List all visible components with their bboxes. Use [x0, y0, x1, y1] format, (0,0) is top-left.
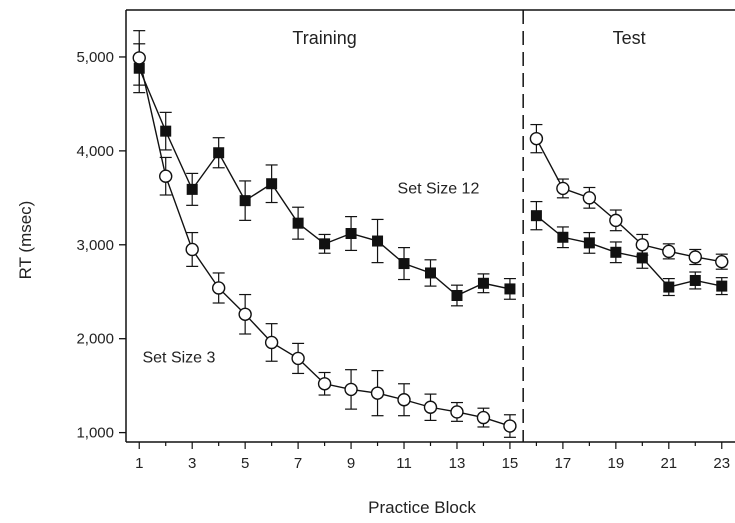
data-point-circle — [211, 281, 226, 295]
data-point-square — [636, 252, 648, 264]
series-group — [132, 30, 729, 438]
x-tick-label: 21 — [660, 455, 677, 472]
data-point-square — [716, 280, 728, 292]
data-point-square — [689, 274, 701, 286]
x-tick-label: 15 — [502, 455, 519, 472]
y-tick-label: 4,000 — [76, 143, 114, 160]
data-point-circle — [529, 131, 544, 146]
phase-label: Training — [292, 28, 356, 48]
data-point-circle — [582, 191, 597, 205]
data-point-circle — [159, 169, 173, 183]
x-tick-label: 13 — [449, 455, 466, 472]
data-point-square — [557, 231, 569, 243]
data-point-circle — [715, 254, 729, 269]
data-point-circle — [635, 238, 650, 252]
series-group — [133, 43, 728, 307]
x-tick-label: 3 — [188, 455, 196, 472]
data-point-square — [319, 238, 331, 250]
data-point-square — [477, 277, 489, 289]
data-point-circle — [450, 405, 464, 419]
data-point-circle — [317, 377, 332, 391]
data-point-circle — [423, 400, 438, 414]
y-tick-label: 2,000 — [76, 331, 114, 348]
data-point-circle — [344, 382, 358, 397]
data-point-circle — [185, 242, 199, 257]
x-tick-label: 23 — [713, 455, 730, 472]
data-point-square — [530, 210, 542, 222]
phase-label: Test — [613, 28, 646, 48]
data-point-circle — [503, 419, 517, 433]
data-point-circle — [238, 307, 252, 321]
data-point-square — [398, 258, 410, 270]
y-axis-title: RT (msec) — [16, 201, 35, 280]
plot-frame — [125, 9, 735, 443]
text-layer: Practice Block RT (msec) Training Test Set… — [16, 28, 646, 517]
data-point-square — [345, 228, 357, 240]
data-point-square — [160, 125, 172, 137]
x-tick-label: 9 — [347, 455, 355, 472]
y-axis: 1,000 2,000 3,000 4,000 5,000 — [76, 49, 126, 442]
data-point-circle — [132, 51, 146, 65]
x-tick-label: 5 — [241, 455, 249, 472]
x-axis-title: Practice Block — [368, 498, 476, 517]
data-point-square — [266, 178, 278, 190]
data-point-square — [610, 246, 622, 258]
data-point-square — [425, 267, 436, 279]
x-tick-label: 11 — [396, 455, 412, 472]
data-point-square — [213, 147, 225, 159]
data-point-square — [292, 217, 304, 229]
data-point-circle — [662, 244, 676, 259]
data-point-circle — [291, 351, 305, 366]
series-annotation: Set Size 3 — [142, 349, 215, 366]
x-tick-label: 19 — [608, 455, 625, 472]
data-point-square — [583, 237, 595, 249]
y-tick-label: 3,000 — [76, 237, 114, 254]
y-tick-label: 1,000 — [76, 425, 114, 442]
x-tick-label: 7 — [294, 455, 302, 472]
data-point-circle — [688, 250, 702, 264]
data-point-square — [663, 281, 675, 293]
data-point-circle — [264, 335, 279, 350]
data-point-circle — [370, 386, 385, 400]
data-point-circle — [476, 410, 491, 425]
data-point-square — [451, 289, 463, 301]
data-point-square — [186, 183, 198, 195]
y-tick-label: 5,000 — [76, 49, 114, 66]
data-point-square — [239, 195, 251, 207]
series-line — [535, 138, 722, 263]
data-point-square — [372, 235, 384, 247]
data-point-square — [504, 283, 516, 295]
x-tick-label: 17 — [555, 455, 572, 472]
series-layer — [132, 30, 729, 438]
x-axis: 1 3 5 7 9 11 13 15 17 19 21 23 — [135, 442, 730, 472]
data-point-circle — [556, 181, 570, 196]
data-point-circle — [397, 393, 411, 407]
series-annotation: Set Size 12 — [398, 180, 480, 197]
x-tick-label: 1 — [135, 455, 143, 472]
data-point-circle — [609, 213, 623, 228]
